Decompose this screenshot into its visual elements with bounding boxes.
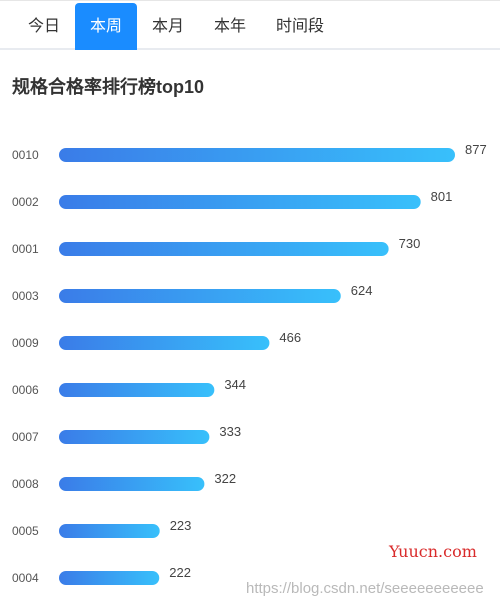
category-label: 0004 <box>12 571 39 585</box>
tab-time-range[interactable]: 时间段 <box>275 18 324 35</box>
tab-bar: 今日 本周 本月 本年 时间段 <box>0 0 500 50</box>
bar-value-label: 223 <box>170 518 192 533</box>
bar[interactable] <box>59 477 205 491</box>
bar-value-label: 877 <box>465 142 487 157</box>
watermark-site-text: Yuucn.com <box>389 542 477 561</box>
bar-value-label: 801 <box>431 189 453 204</box>
category-label: 0005 <box>12 524 39 538</box>
bar[interactable] <box>59 430 210 444</box>
bar[interactable] <box>59 571 160 585</box>
category-label: 0003 <box>12 289 39 303</box>
category-label: 0006 <box>12 383 39 397</box>
watermark-url-text: https://blog.csdn.net/seeeeeeeeeee <box>246 580 484 597</box>
bar-value-label: 322 <box>214 471 236 486</box>
bar[interactable] <box>59 242 389 256</box>
category-label: 0009 <box>12 336 39 350</box>
tab-this-week[interactable]: 本周 <box>75 3 137 50</box>
chart-title: 规格合格率排行榜top10 <box>12 77 205 97</box>
bar[interactable] <box>59 289 341 303</box>
bar[interactable] <box>59 524 160 538</box>
category-label: 0007 <box>12 430 39 444</box>
ranking-bar-chart: 0010 877 0002 801 0001 730 0003 624 0009 466 0006 3… <box>12 142 487 585</box>
bar[interactable] <box>59 195 421 209</box>
category-label: 0010 <box>12 148 39 162</box>
category-label: 0001 <box>12 242 39 256</box>
bar[interactable] <box>59 383 215 397</box>
bar-value-label: 624 <box>351 283 373 298</box>
bar-value-label: 730 <box>399 236 421 251</box>
category-label: 0002 <box>12 195 39 209</box>
tab-this-month[interactable]: 本月 <box>151 18 184 35</box>
bar[interactable] <box>59 336 270 350</box>
bar[interactable] <box>59 148 455 162</box>
bar-value-label: 344 <box>224 377 246 392</box>
bar-value-label: 466 <box>279 330 301 345</box>
tab-this-year[interactable]: 本年 <box>213 18 246 35</box>
tab-today[interactable]: 今日 <box>27 18 60 35</box>
bar-value-label: 222 <box>169 565 191 580</box>
bar-value-label: 333 <box>219 424 241 439</box>
category-label: 0008 <box>12 477 39 491</box>
